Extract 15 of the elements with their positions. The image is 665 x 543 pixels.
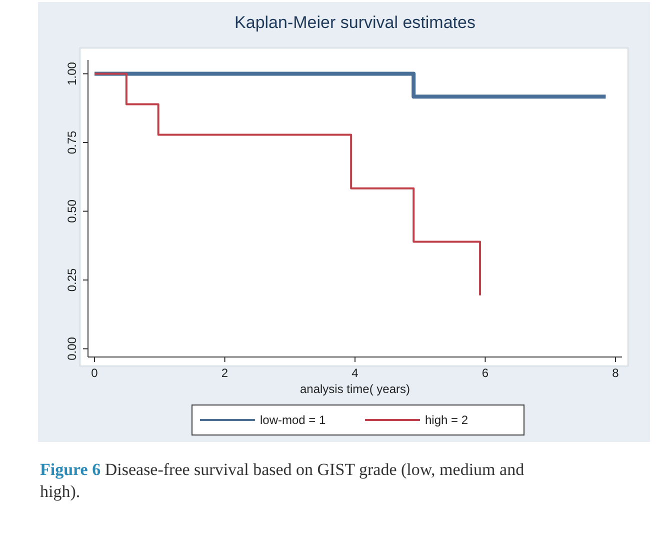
chart-title: Kaplan-Meier survival estimates [234, 13, 476, 32]
y-tick-label: 0.25 [65, 268, 79, 292]
y-tick-label: 0.50 [65, 199, 79, 223]
legend-label: low-mod = 1 [260, 413, 326, 427]
y-tick-label: 0.00 [65, 336, 79, 360]
text: Figure 6 Disease-free survival based on GIST grade (low, medium and high). [40, 460, 524, 501]
y-tick-label: 1.00 [65, 62, 79, 86]
x-tick-label: 8 [612, 366, 620, 380]
x-tick-label: 4 [352, 366, 359, 380]
x-tick-label: 0 [91, 366, 98, 380]
x-axis-title: analysis time( years) [300, 382, 410, 396]
y-tick-label: 0.75 [65, 130, 79, 154]
x-tick-label: 2 [221, 366, 228, 380]
x-tick-label: 6 [482, 366, 489, 380]
legend-label: high = 2 [425, 413, 468, 427]
